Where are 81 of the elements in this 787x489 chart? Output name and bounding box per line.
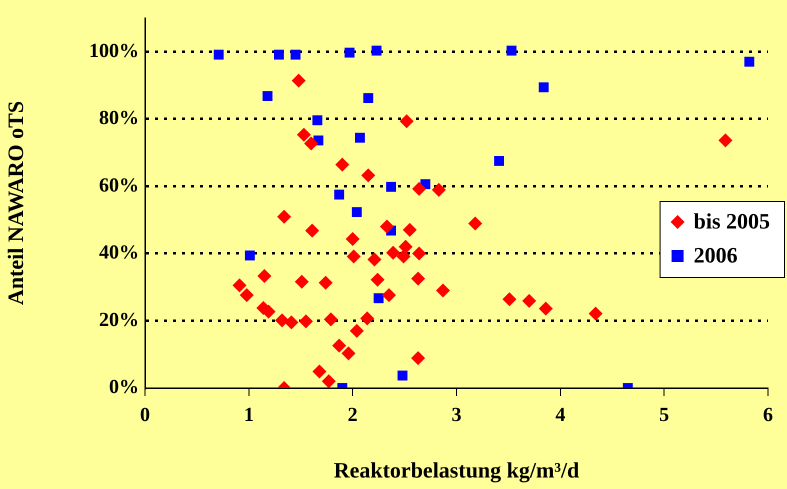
point [432,182,446,197]
point [360,311,374,326]
point [361,168,376,182]
point [318,276,333,290]
point [522,294,536,308]
point [305,224,320,238]
point [382,288,396,302]
point [312,115,322,126]
point [346,232,360,246]
point [367,252,382,267]
point [398,370,408,381]
point [588,306,603,321]
point [412,246,426,260]
point [244,250,255,260]
point [262,91,272,101]
point [232,278,246,292]
point [370,272,385,287]
point [398,240,413,254]
point [298,314,313,328]
point [275,313,290,328]
point [718,133,732,148]
point [538,302,553,316]
y-tick-label: 0% [109,376,139,398]
point [400,114,414,128]
point [257,268,272,283]
point [372,46,382,56]
point [380,220,394,234]
point [324,312,338,326]
point [352,207,362,218]
point [342,346,356,360]
point [411,272,426,286]
point [312,364,326,379]
y-axis-title: Anteil NAWARO oTS [2,100,28,306]
point [240,288,254,302]
point [335,158,350,172]
point [386,246,400,260]
point [411,351,426,366]
point [334,190,344,200]
point [292,74,306,88]
point [396,249,411,264]
x-tick-label: 3 [452,404,462,426]
point [363,93,374,104]
point [332,338,346,353]
x-axis-title: Reaktorbelastung kg/m³/d [334,457,580,482]
x-tick-label: 0 [140,404,150,426]
point [350,324,364,338]
point [284,315,298,330]
x-tick-label: 1 [244,404,254,426]
point [322,374,336,388]
y-tick-label: 20% [99,308,139,331]
y-tick-label: 40% [99,242,139,264]
x-tick-label: 6 [763,404,773,426]
legend-label: 2006 [694,242,738,268]
point [468,216,482,231]
x-tick-label: 4 [555,404,566,426]
y-tick-label: 80% [99,107,139,130]
point [277,210,292,224]
y-tick-label: 100% [89,40,139,62]
point [538,82,549,92]
point [744,56,754,67]
point [506,46,516,56]
point [374,293,384,304]
point [412,182,426,196]
point [346,249,361,264]
point [274,50,284,60]
point [294,274,309,289]
point [290,50,301,60]
point [344,48,354,58]
point [436,283,450,298]
y-tick-label: 60% [99,174,139,196]
point [354,132,365,143]
point [296,128,311,142]
point [494,156,504,166]
point [214,50,224,60]
x-tick-label: 2 [348,404,358,426]
point [502,292,516,306]
point [402,222,417,237]
point [304,136,318,150]
legend-label: bis 2005 [694,208,770,234]
x-tick-label: 5 [659,404,670,426]
point [386,182,396,192]
